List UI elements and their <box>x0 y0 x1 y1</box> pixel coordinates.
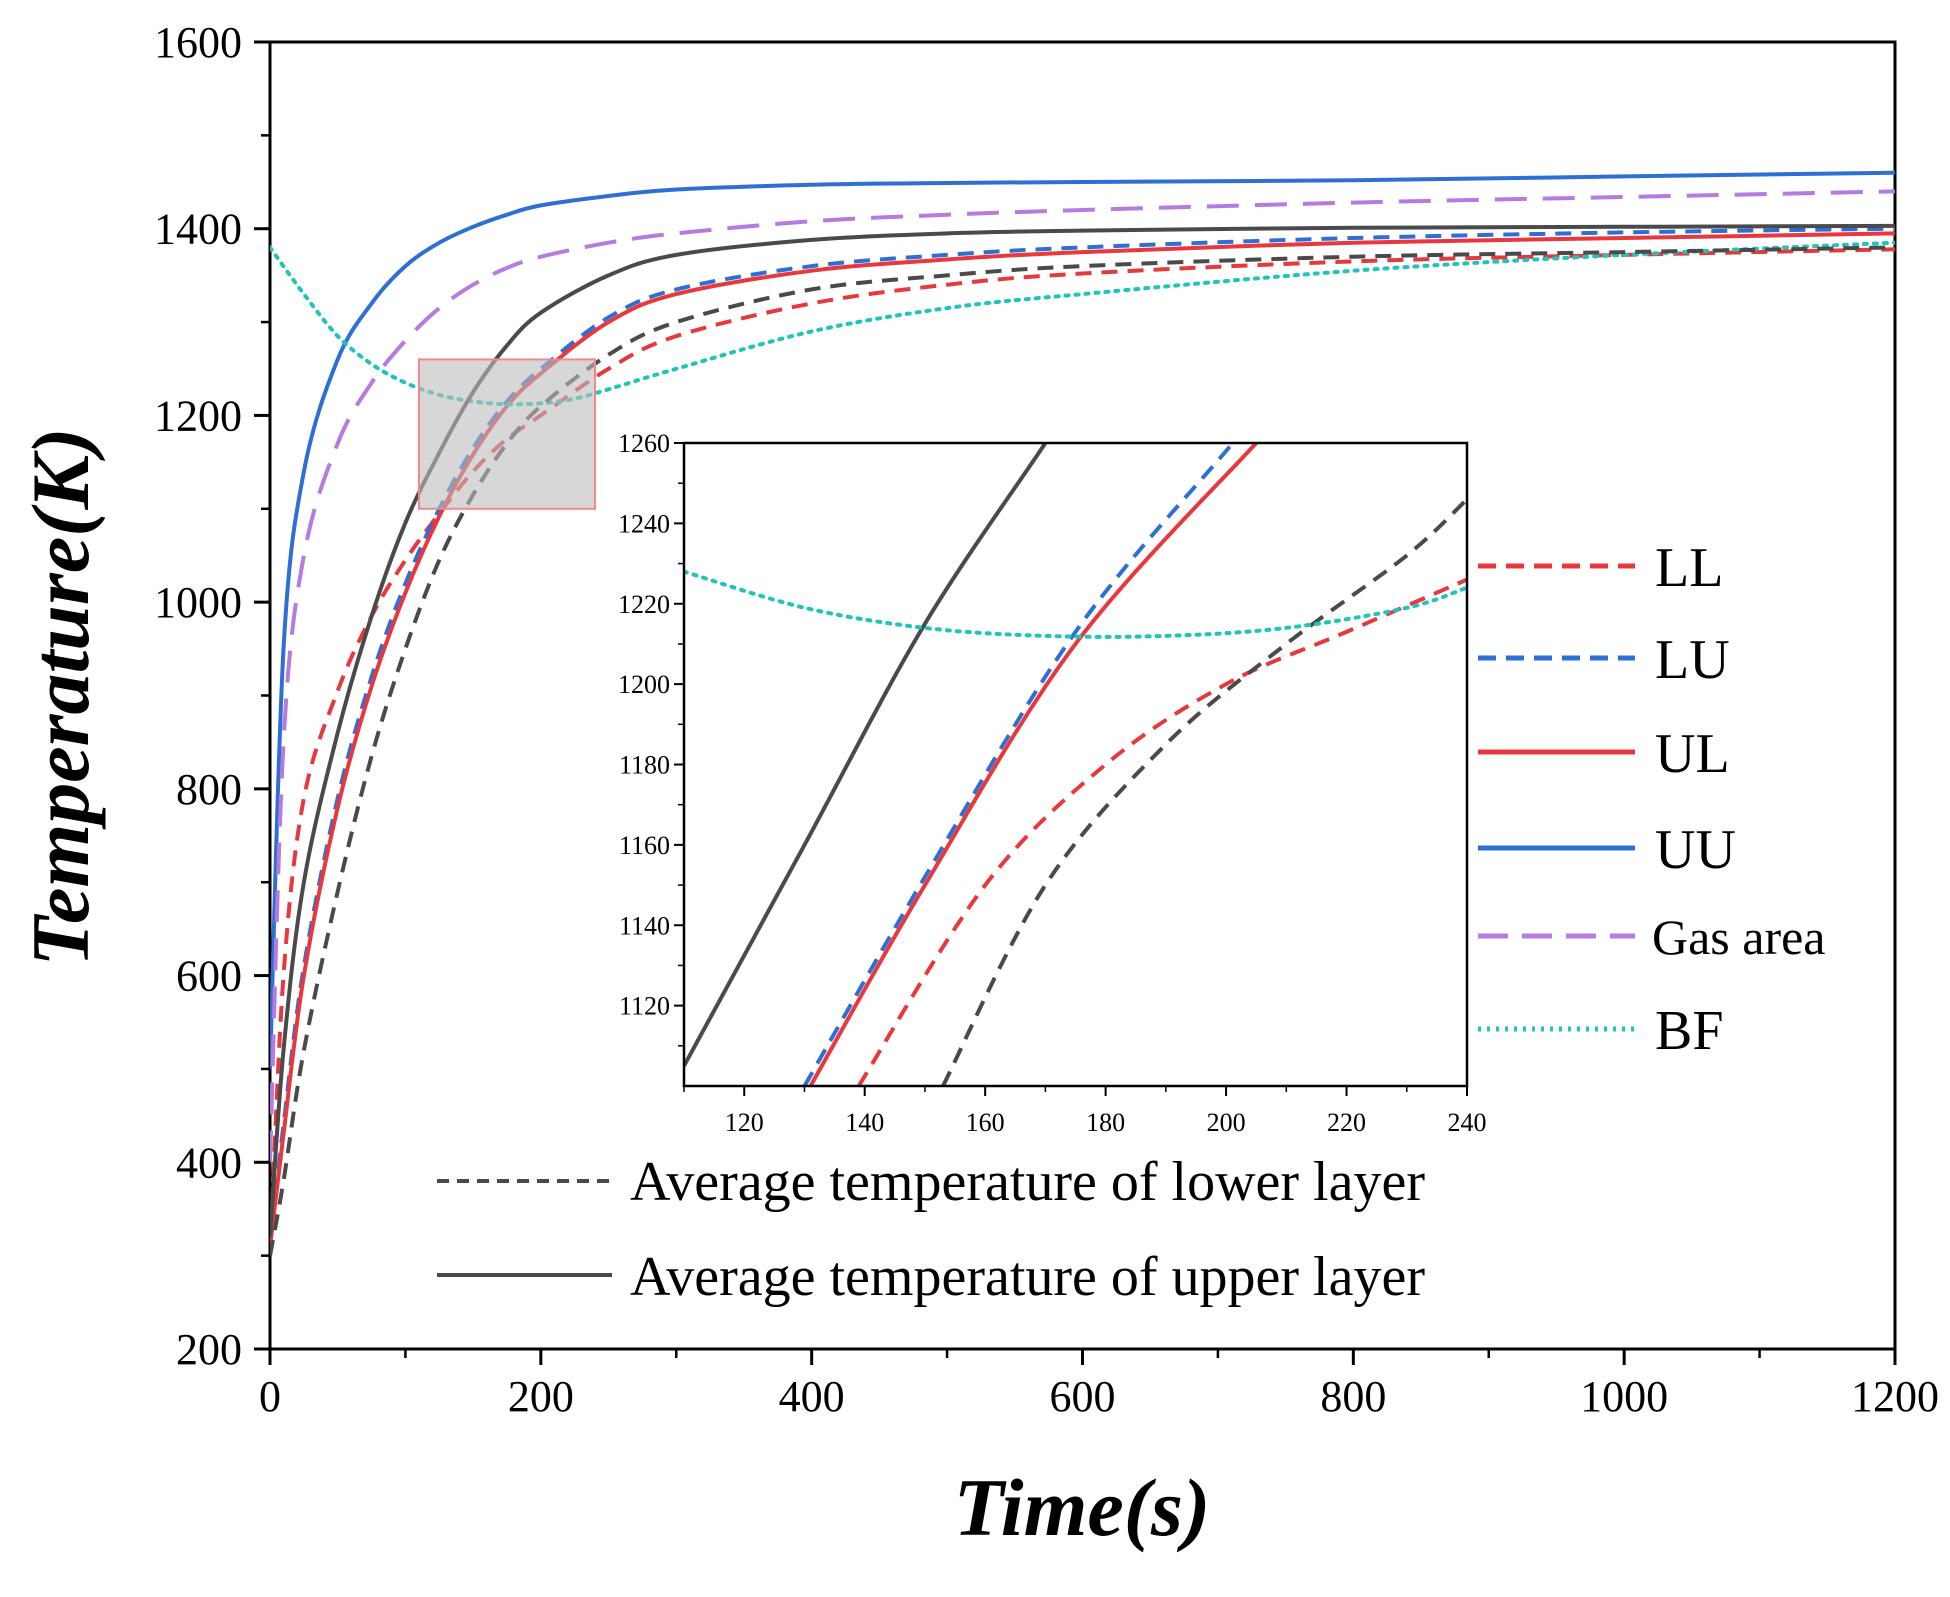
series-line-average-temperature-of-upper-layer <box>270 223 1895 1238</box>
x-tick-label: 800 <box>1320 1372 1386 1421</box>
inset-y-tick-label: 1160 <box>619 831 670 860</box>
x-axis-title: Time(s) <box>954 1462 1211 1553</box>
legend-bottom: Average temperature of lower layer Avera… <box>437 1151 1425 1308</box>
inset-y-tick-label: 1220 <box>618 590 670 619</box>
inset-x-tick-label: 200 <box>1207 1108 1246 1137</box>
legend-label-ll: LL <box>1655 537 1723 599</box>
series-line-gas-area <box>270 189 1895 1163</box>
legend-label-lu: LU <box>1655 629 1730 691</box>
inset-series-line-bf <box>684 569 1467 639</box>
legend-label-uu: UU <box>1655 819 1736 881</box>
inset-axis-ticks: 120 140 160 180 200 220 240 1120 1140 1160 1180 120… <box>618 429 1487 1137</box>
y-tick-label: 1400 <box>154 205 242 254</box>
inset-x-tick-label: 140 <box>845 1108 884 1137</box>
inset-x-tick-label: 180 <box>1086 1108 1125 1137</box>
legend-right: LL LU UL UU Gas area BF <box>1478 537 1826 1062</box>
x-tick-label: 200 <box>508 1372 574 1421</box>
legend-label-gas-area: Gas area <box>1652 909 1826 965</box>
inset-y-tick-label: 1260 <box>618 429 670 458</box>
inset-x-tick-label: 120 <box>725 1108 764 1137</box>
main-axis-ticks: 0 200 400 600 800 1000 1200 200 400 600 800 1000 120… <box>154 18 1939 1421</box>
y-tick-label: 800 <box>176 765 242 814</box>
x-tick-label: 1200 <box>1851 1372 1939 1421</box>
series-line-bf <box>270 240 1895 407</box>
inset-y-tick-label: 1240 <box>618 509 670 538</box>
series-line-uu <box>270 170 1895 1069</box>
series-line-ul <box>270 231 1895 1247</box>
y-tick-label: 400 <box>176 1138 242 1187</box>
y-tick-label: 1600 <box>154 18 242 67</box>
legend-label-ul: UL <box>1655 723 1730 785</box>
y-tick-label: 1000 <box>154 578 242 627</box>
x-tick-label: 600 <box>1050 1372 1116 1421</box>
y-tick-label: 600 <box>176 952 242 1001</box>
inset-series-line-ll <box>857 577 1467 1086</box>
inset-y-tick-label: 1120 <box>619 992 670 1021</box>
y-tick-label: 200 <box>176 1325 242 1374</box>
legend-label-avg-lower: Average temperature of lower layer <box>630 1151 1425 1213</box>
inset-x-tick-label: 240 <box>1448 1108 1487 1137</box>
y-axis-title: Temperature(K) <box>15 427 106 966</box>
inset-series-line-average-temperature-of-lower-layer <box>941 497 1467 1086</box>
x-tick-label: 400 <box>779 1372 845 1421</box>
inset-y-tick-label: 1180 <box>619 751 670 780</box>
inset-y-tick-label: 1140 <box>619 911 670 940</box>
inset-x-tick-label: 160 <box>966 1108 1005 1137</box>
legend-label-bf: BF <box>1655 1000 1724 1062</box>
inset-series-line-lu <box>802 443 1236 1086</box>
y-tick-label: 1200 <box>154 391 242 440</box>
x-tick-label: 0 <box>259 1372 281 1421</box>
zoom-box <box>417 358 597 510</box>
inset-x-tick-label: 220 <box>1327 1108 1366 1137</box>
inset-background <box>684 443 1467 1086</box>
inset-y-tick-label: 1200 <box>618 670 670 699</box>
x-tick-label: 1000 <box>1580 1372 1668 1421</box>
legend-label-avg-upper: Average temperature of upper layer <box>630 1246 1425 1308</box>
